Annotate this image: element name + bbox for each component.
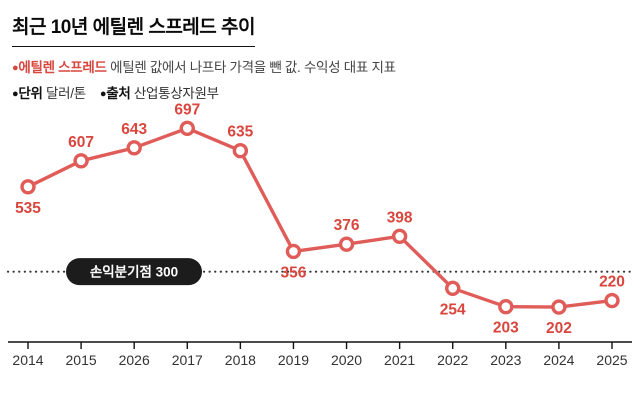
chart-header: 최근 10년 에틸렌 스프레드 추이 ●에틸렌 스프레드 에틸렌 값에서 나프타… — [0, 0, 640, 102]
data-point-2021 — [391, 228, 408, 244]
x-axis-label-2021: 2021 — [384, 352, 415, 368]
series-name: 에틸렌 스프레드 — [18, 60, 107, 75]
breakeven-label: 손익분기점 300 — [90, 263, 178, 279]
meta-legend: ●단위 달러/톤 ●출처 산업통상자원부 — [12, 82, 628, 102]
data-point-2025 — [604, 292, 620, 309]
source-value: 산업통상자원부 — [130, 86, 219, 101]
x-axis-label-2015: 2015 — [66, 352, 97, 368]
x-axis-label-2025: 2025 — [596, 352, 627, 368]
unit-value: 달러/톤 — [42, 86, 86, 101]
unit-bullet-icon: ● — [12, 88, 19, 100]
data-label-2023: 203 — [493, 320, 519, 337]
data-label-2026: 643 — [121, 121, 147, 138]
x-axis-label-2026: 2026 — [119, 352, 150, 368]
x-axis-label-2020: 2020 — [331, 352, 362, 368]
data-label-2020: 376 — [334, 217, 360, 234]
data-label-2021: 398 — [387, 209, 413, 226]
series-bullet-icon: ● — [12, 62, 19, 74]
data-label-2017: 697 — [174, 101, 200, 118]
x-axis-label-2019: 2019 — [278, 352, 309, 368]
data-label-2014: 535 — [15, 200, 41, 217]
series-description: 에틸렌 값에서 나프타 가격을 뺀 값. 수익성 대표 지표 — [106, 60, 396, 75]
data-point-2022 — [445, 280, 461, 296]
x-axis-label-2014: 2014 — [12, 352, 43, 368]
series-legend: ●에틸렌 스프레드 에틸렌 값에서 나프타 가격을 뺀 값. 수익성 대표 지표 — [12, 56, 628, 76]
data-label-2025: 220 — [599, 274, 625, 291]
spread-chart-svg: 손익분기점 300 535 607 643 697 635 356 376 398 254 203 2… — [6, 101, 634, 368]
x-axis-label-2022: 2022 — [437, 352, 468, 368]
trend-line — [26, 126, 614, 309]
data-label-2019: 356 — [281, 264, 307, 281]
x-axis-label-2017: 2017 — [172, 352, 203, 368]
page-title: 최근 10년 에틸렌 스프레드 추이 — [12, 12, 256, 47]
data-point-2014 — [20, 179, 36, 195]
x-axis-label-2023: 2023 — [490, 352, 521, 368]
data-label-2015: 607 — [68, 134, 94, 151]
x-axis-label-2024: 2024 — [543, 352, 574, 368]
data-label-2018: 635 — [227, 124, 253, 141]
data-point-2017 — [179, 120, 195, 137]
x-axis-label-2018: 2018 — [225, 352, 256, 368]
data-point-2015 — [73, 153, 89, 169]
source-label: 출처 — [106, 86, 131, 101]
data-point-2018 — [232, 142, 249, 159]
data-label-2024: 202 — [546, 320, 572, 337]
unit-label: 단위 — [18, 86, 43, 101]
data-point-2026 — [126, 140, 142, 156]
breakeven-badge — [66, 258, 202, 286]
data-point-2019 — [285, 243, 302, 260]
data-point-2020 — [338, 236, 355, 252]
data-point-2024 — [551, 299, 567, 315]
source-bullet-icon: ● — [99, 88, 107, 100]
data-point-2023 — [498, 298, 514, 315]
data-label-2022: 254 — [440, 301, 466, 318]
